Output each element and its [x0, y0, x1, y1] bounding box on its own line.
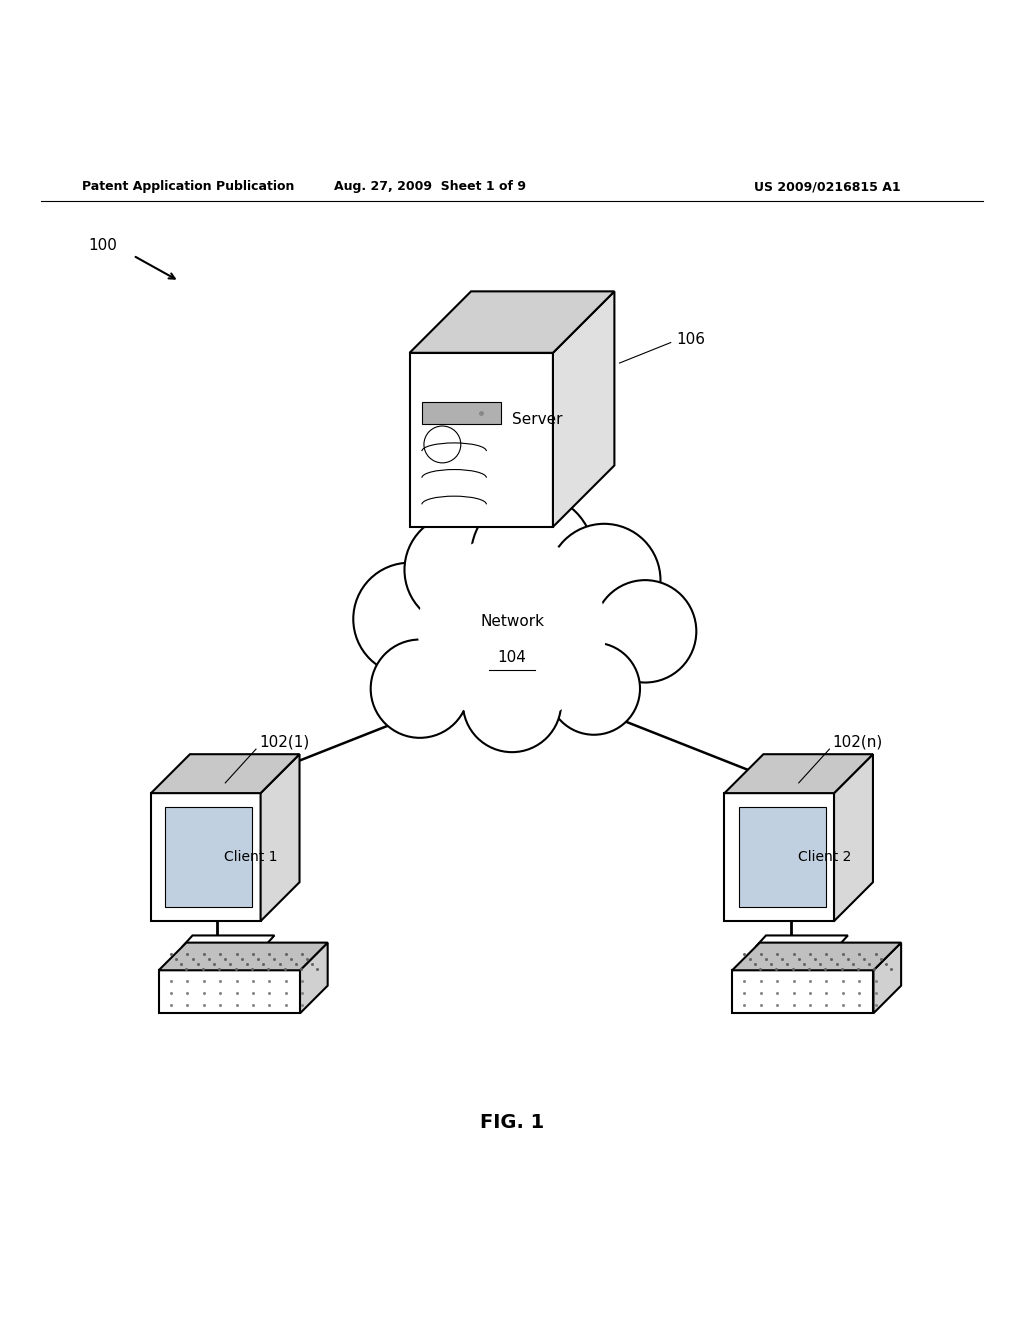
Text: 102(1): 102(1) [259, 734, 309, 750]
Polygon shape [159, 942, 328, 970]
Text: Client 2: Client 2 [798, 850, 851, 865]
Polygon shape [300, 942, 328, 1014]
Circle shape [371, 639, 469, 738]
Polygon shape [834, 754, 872, 921]
Polygon shape [410, 292, 614, 352]
Text: Client 1: Client 1 [224, 850, 278, 865]
Text: FIG. 1: FIG. 1 [480, 1113, 544, 1133]
Polygon shape [152, 754, 299, 793]
Circle shape [594, 579, 696, 682]
Polygon shape [739, 808, 825, 907]
Polygon shape [756, 936, 848, 946]
Polygon shape [166, 808, 253, 907]
Text: Aug. 27, 2009  Sheet 1 of 9: Aug. 27, 2009 Sheet 1 of 9 [334, 181, 526, 194]
Circle shape [353, 562, 466, 676]
Text: 106: 106 [676, 333, 705, 347]
Polygon shape [553, 292, 614, 527]
Polygon shape [182, 936, 274, 946]
Text: 100: 100 [88, 238, 117, 253]
Text: US 2009/0216815 A1: US 2009/0216815 A1 [755, 181, 901, 194]
Polygon shape [725, 754, 872, 793]
Polygon shape [422, 403, 501, 425]
Polygon shape [725, 793, 834, 921]
Polygon shape [732, 970, 873, 1014]
Polygon shape [732, 942, 901, 970]
Circle shape [548, 643, 640, 735]
Text: 104: 104 [498, 651, 526, 665]
Text: Server: Server [512, 412, 563, 426]
Polygon shape [159, 970, 300, 1014]
Text: Network: Network [480, 614, 544, 628]
Circle shape [548, 524, 660, 636]
Text: 102(n): 102(n) [833, 734, 883, 750]
Circle shape [404, 513, 517, 626]
Circle shape [471, 494, 594, 616]
Circle shape [418, 535, 606, 723]
Polygon shape [260, 754, 299, 921]
Polygon shape [152, 793, 260, 921]
Polygon shape [873, 942, 901, 1014]
Circle shape [463, 653, 561, 752]
Text: Patent Application Publication: Patent Application Publication [82, 181, 294, 194]
Polygon shape [410, 352, 553, 527]
